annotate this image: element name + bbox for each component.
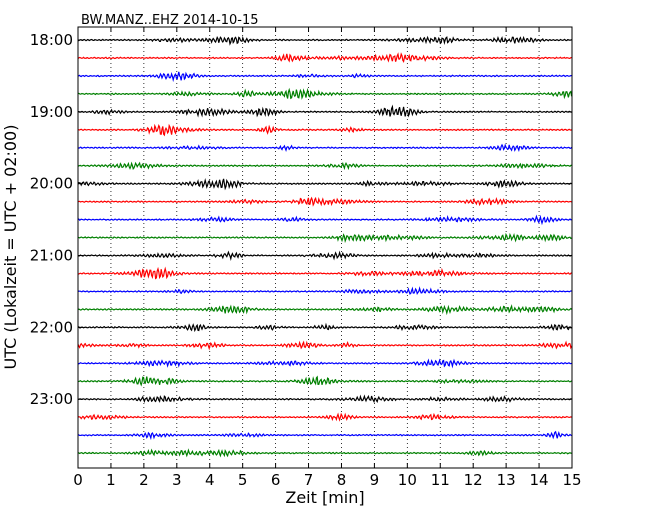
x-tick-label: 15 <box>562 471 581 489</box>
trace-line <box>77 266 572 280</box>
trace-line <box>77 35 572 46</box>
y-axis: 18:00 19:00 20:00 21:00 22:00 23:00 <box>30 31 572 408</box>
trace-line <box>77 123 572 137</box>
trace-line <box>77 232 572 244</box>
y-tick-label: 18:00 <box>30 31 73 49</box>
trace-line <box>77 161 572 171</box>
x-tick-label: 14 <box>530 471 549 489</box>
trace-line <box>77 87 573 100</box>
x-tick-label: 13 <box>497 471 516 489</box>
trace-line <box>77 322 572 333</box>
trace-line <box>77 430 572 441</box>
y-tick-label: 23:00 <box>30 390 73 408</box>
x-axis-label: Zeit [min] <box>285 488 364 507</box>
chart-title: BW.MANZ..EHZ 2014-10-15 <box>81 13 259 28</box>
trace-line <box>77 375 572 387</box>
x-axis: 0 1 2 3 4 5 6 7 8 9 10 11 12 13 14 15 <box>73 27 582 489</box>
x-tick-label: 8 <box>337 471 347 489</box>
x-tick-label: 7 <box>304 471 314 489</box>
y-tick-label: 19:00 <box>30 103 73 121</box>
trace-line <box>77 286 572 296</box>
trace-line <box>77 304 573 316</box>
trace-line <box>77 52 572 63</box>
trace-line <box>77 448 572 458</box>
plot-frame <box>77 26 573 469</box>
trace-line <box>77 196 572 207</box>
trace-line <box>77 340 573 351</box>
trace-line <box>77 71 572 83</box>
y-tick-label: 20:00 <box>30 175 73 193</box>
x-tick-label: 11 <box>431 471 450 489</box>
trace-line <box>78 143 573 153</box>
y-tick-label: 21:00 <box>30 247 73 265</box>
x-tick-label: 4 <box>205 471 215 489</box>
x-tick-label: 5 <box>238 471 248 489</box>
y-axis-label: UTC (Lokalzeit = UTC + 02:00) <box>1 125 20 370</box>
grid-lines <box>110 27 540 468</box>
x-tick-label: 10 <box>398 471 417 489</box>
trace-line <box>77 412 572 422</box>
trace-line <box>77 214 572 226</box>
x-tick-label: 2 <box>139 471 149 489</box>
x-tick-label: 6 <box>271 471 281 489</box>
seismic-traces <box>77 35 573 458</box>
x-tick-label: 1 <box>106 471 116 489</box>
x-tick-label: 12 <box>464 471 483 489</box>
trace-line <box>77 394 572 404</box>
trace-line <box>77 358 572 369</box>
trace-line <box>77 178 572 191</box>
trace-line <box>77 250 572 262</box>
y-tick-label: 22:00 <box>30 318 73 336</box>
x-tick-label: 3 <box>172 471 182 489</box>
trace-line <box>77 104 572 118</box>
x-tick-label: 0 <box>73 471 83 489</box>
x-tick-label: 9 <box>370 471 380 489</box>
